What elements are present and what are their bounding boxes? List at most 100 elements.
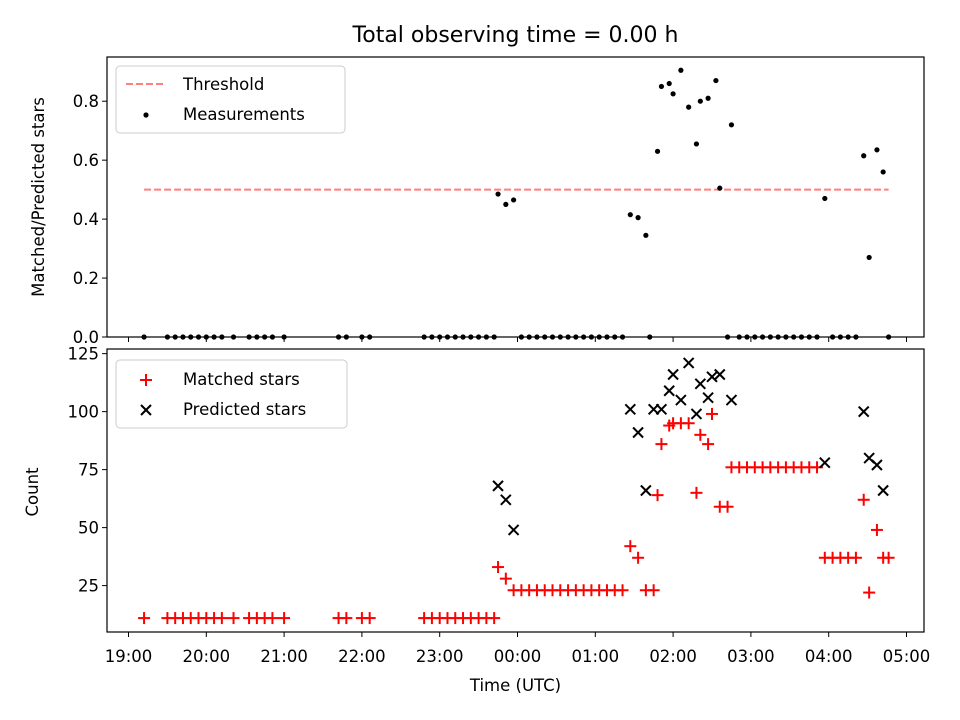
bottom-x-ticks: 19:00 20:00 21:00 22:00 23:00 00:00 01:00 02:00…: [105, 632, 931, 666]
measurement-point: [495, 191, 501, 197]
matched-star-point: [363, 612, 376, 625]
measurement-point: [635, 215, 641, 221]
bottom-marks: [138, 357, 895, 625]
measurement-point: [686, 104, 692, 110]
bottom-panel: 25 50 75 100 125 19:00 20:00 21:00 22:00 23:00 00…: [23, 345, 930, 695]
matched-star-point: [624, 540, 637, 553]
x-tick-label: 05:00: [883, 647, 931, 666]
x-tick-label: 02:00: [649, 647, 697, 666]
measurement-point: [670, 91, 676, 97]
measurement-point: [728, 122, 735, 128]
matched-star-point: [882, 551, 895, 564]
top-legend-box: [115, 65, 346, 134]
matched-star-point: [721, 500, 734, 513]
predicted-star-point: [706, 371, 718, 383]
top-y-tick-label: 0.6: [73, 151, 99, 170]
matched-star-point: [857, 493, 870, 506]
predicted-star-point: [663, 385, 675, 397]
predicted-star-point: [640, 484, 652, 497]
matched-star-point: [849, 551, 862, 564]
matched-star-point: [499, 572, 512, 585]
matched-star-point: [690, 486, 703, 499]
bottom-y-tick-label: 50: [78, 519, 99, 538]
x-tick-label: 19:00: [105, 647, 153, 666]
matched-star-point: [863, 586, 876, 599]
predicted-star-point: [682, 357, 695, 369]
predicted-star-point: [655, 403, 668, 416]
matched-star-point: [227, 612, 240, 625]
measurement-point: [697, 98, 703, 104]
matched-star-point: [655, 438, 668, 451]
matched-star-point: [215, 612, 228, 625]
x-tick-label: 00:00: [494, 647, 542, 666]
matched-star-point: [340, 612, 353, 625]
measurement-point: [654, 148, 661, 154]
top-y-axis-label: Matched/Predicted stars: [29, 97, 48, 297]
predicted-star-point: [675, 394, 687, 406]
x-tick-label: 03:00: [727, 647, 775, 666]
matched-star-point: [651, 489, 664, 502]
bottom-y-axis-label: Count: [23, 467, 42, 517]
predicted-star-point: [632, 426, 644, 439]
matched-star-point: [702, 438, 715, 451]
matched-star-point: [138, 612, 151, 625]
x-axis-label: Time (UTC): [469, 676, 561, 695]
matched-star-point: [278, 612, 291, 625]
measurement-point: [713, 77, 719, 84]
bottom-y-tick-label: 100: [68, 403, 100, 422]
matched-star-point: [266, 612, 279, 625]
predicted-star-point: [871, 459, 883, 471]
predicted-star-point: [492, 480, 504, 492]
measurement-point: [511, 197, 517, 203]
matched-star-point: [492, 561, 505, 574]
matched-star-point: [616, 584, 629, 597]
measurement-point: [693, 141, 700, 147]
predicted-legend-marker: [140, 404, 152, 416]
predicted-star-point: [690, 408, 703, 420]
predicted-star-point: [725, 394, 738, 406]
top-axes-frame: [106, 56, 925, 338]
top-y-tick-label: 0.8: [73, 92, 99, 111]
matched-star-point: [694, 428, 707, 441]
matched-star-point: [632, 551, 645, 564]
predicted-star-point: [702, 392, 714, 404]
predicted-legend-label: Predicted stars: [183, 400, 306, 419]
top-legend: Threshold Measurements: [115, 65, 346, 134]
measurements-legend-label: Measurements: [183, 105, 305, 124]
measurement-point: [627, 212, 633, 218]
matched-legend-label: Matched stars: [183, 370, 300, 389]
matched-star-point: [870, 523, 883, 536]
top-y-tick-label: 0.0: [73, 328, 99, 347]
predicted-star-point: [714, 368, 726, 381]
matched-star-point: [706, 407, 718, 420]
matched-star-point: [682, 417, 695, 430]
measurement-point: [666, 80, 672, 87]
predicted-star-point: [500, 494, 512, 506]
measurement-point: [866, 254, 872, 261]
measurement-point: [874, 147, 880, 153]
bottom-y-tick-label: 75: [78, 461, 99, 480]
measurement-point: [503, 201, 509, 207]
top-y-ticks: 0.0 0.2 0.4 0.6 0.8: [73, 92, 107, 347]
predicted-star-point: [624, 403, 637, 416]
bottom-axes-frame: [106, 348, 925, 633]
top-y-tick-label: 0.2: [73, 269, 99, 288]
predicted-star-point: [819, 456, 831, 469]
measurement-point: [717, 185, 723, 191]
measurement-point: [705, 95, 711, 101]
x-tick-label: 22:00: [338, 647, 386, 666]
measurement-point: [678, 67, 684, 73]
predicted-star-point: [877, 484, 889, 497]
top-panel: 0.00.20.40.60.8 Matched/Predicted stars …: [29, 56, 925, 347]
bottom-y-tick-label: 25: [78, 577, 99, 596]
x-tick-label: 21:00: [260, 647, 308, 666]
top-y-tick-label: 0.4: [73, 210, 99, 229]
bottom-y-ticks: 25 50 75 100 125: [68, 345, 107, 596]
matched-star-point: [488, 612, 501, 625]
chart-title: Total observing time = 0.00 h: [352, 23, 679, 48]
bottom-y-tick-label: 125: [68, 345, 100, 364]
predicted-star-point: [858, 405, 870, 418]
x-tick-label: 01:00: [572, 647, 620, 666]
measurement-point: [861, 153, 867, 159]
